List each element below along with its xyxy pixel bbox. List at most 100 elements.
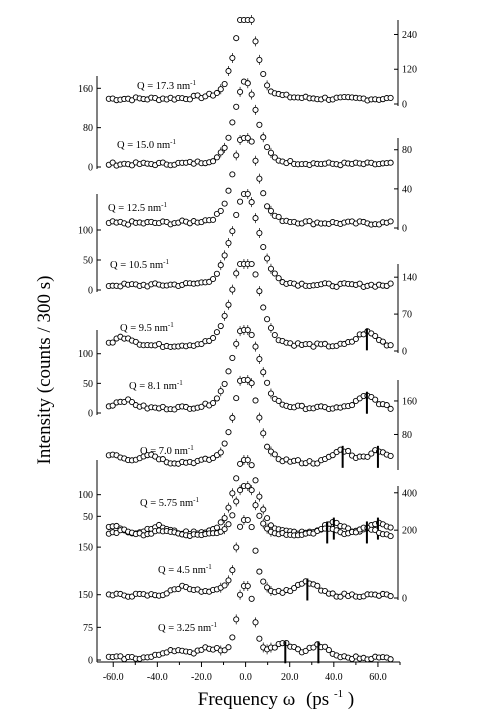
data-point xyxy=(264,379,271,386)
data-point xyxy=(233,340,240,347)
data-point xyxy=(229,119,236,126)
data-point xyxy=(198,403,205,410)
data-point xyxy=(271,270,278,277)
data-point xyxy=(264,515,271,522)
data-point xyxy=(244,190,251,198)
data-point xyxy=(252,215,259,222)
left-y-tick-label: 50 xyxy=(83,256,93,267)
data-point xyxy=(217,449,224,456)
data-point xyxy=(294,646,302,653)
data-point xyxy=(225,187,232,194)
data-point xyxy=(248,16,255,24)
data-point xyxy=(233,35,240,42)
data-point xyxy=(252,619,259,626)
data-point xyxy=(329,590,336,597)
x-tick-label: 60.0 xyxy=(369,672,387,683)
q-label: Q = 4.5 nm-1 xyxy=(158,563,212,576)
data-point xyxy=(225,368,232,375)
data-point xyxy=(229,354,236,361)
data-point xyxy=(252,157,259,164)
data-point xyxy=(252,502,259,509)
data-point xyxy=(275,275,282,282)
data-point xyxy=(306,218,313,225)
left-y-tick-label: 0 xyxy=(88,409,93,420)
data-point xyxy=(248,380,255,387)
data-points xyxy=(105,515,394,600)
data-point xyxy=(271,154,278,161)
data-point xyxy=(267,149,275,156)
data-point xyxy=(221,312,228,319)
data-point xyxy=(233,616,240,623)
data-point xyxy=(387,218,394,225)
data-point xyxy=(256,121,263,128)
panel-5: 0 50 100 Q = 8.1 nm-1 xyxy=(78,325,394,420)
data-point xyxy=(221,380,228,387)
data-point xyxy=(128,399,136,406)
data-point xyxy=(217,149,224,156)
data-point xyxy=(325,647,332,654)
data-point xyxy=(229,490,236,497)
data-point xyxy=(271,644,278,651)
x-tick-label: -20.0 xyxy=(191,672,212,683)
data-point xyxy=(252,106,259,113)
data-point xyxy=(221,144,228,151)
panel-4: 0 70 140 Q = 9.5 nm-1 xyxy=(105,259,417,358)
panel-10: 0 75 150 Q = 3.25 nm-1 xyxy=(78,581,394,667)
data-point xyxy=(109,159,116,166)
data-point xyxy=(267,324,275,332)
left-y-tick-label: 50 xyxy=(83,379,93,390)
data-point xyxy=(221,440,228,447)
right-y-tick-label: 200 xyxy=(402,526,417,537)
q-label: Q = 3.25 nm-1 xyxy=(158,621,218,634)
data-point xyxy=(271,451,278,458)
x-tick-label: 20.0 xyxy=(281,672,299,683)
data-point xyxy=(275,213,282,220)
data-point xyxy=(260,304,267,311)
data-point xyxy=(387,656,394,663)
data-point xyxy=(291,585,298,592)
data-point xyxy=(387,533,394,540)
data-point xyxy=(237,198,244,205)
data-point xyxy=(260,70,267,78)
data-point xyxy=(225,67,232,75)
data-point xyxy=(225,429,232,436)
data-point xyxy=(217,322,224,330)
data-point xyxy=(267,207,275,214)
data-point xyxy=(225,504,232,511)
data-point xyxy=(225,134,232,141)
data-point xyxy=(387,342,394,349)
x-axis-title-units: (ps xyxy=(306,689,329,710)
q-label: Q = 15.0 nm-1 xyxy=(117,138,177,151)
data-point xyxy=(260,369,267,376)
data-point xyxy=(233,211,240,218)
data-point xyxy=(383,402,390,409)
right-y-tick-label: 240 xyxy=(402,30,417,41)
data-point xyxy=(294,457,302,464)
panel-3: 0 50 100 Q = 10.5 nm-1 xyxy=(78,189,394,297)
data-point xyxy=(260,243,267,251)
data-point xyxy=(221,252,228,259)
right-y-tick-label: 140 xyxy=(402,273,417,284)
data-point xyxy=(329,452,336,459)
data-point xyxy=(256,414,263,421)
data-point xyxy=(244,582,251,590)
data-point xyxy=(244,326,251,334)
data-point xyxy=(244,80,251,87)
data-point xyxy=(244,456,251,464)
data-point xyxy=(267,390,275,397)
right-y-tick-label: 0 xyxy=(402,594,407,605)
data-point xyxy=(248,91,255,98)
data-point xyxy=(225,521,232,528)
data-point xyxy=(256,568,263,575)
q-label: Q = 5.75 nm-1 xyxy=(140,496,200,509)
q-label: Q = 8.1 nm-1 xyxy=(129,379,183,392)
data-point xyxy=(310,644,317,651)
data-point xyxy=(302,647,309,654)
data-points xyxy=(105,481,394,540)
data-point xyxy=(233,395,240,402)
data-point xyxy=(264,255,271,262)
x-axis-title-text: Frequency xyxy=(198,689,283,710)
data-point xyxy=(244,376,251,384)
